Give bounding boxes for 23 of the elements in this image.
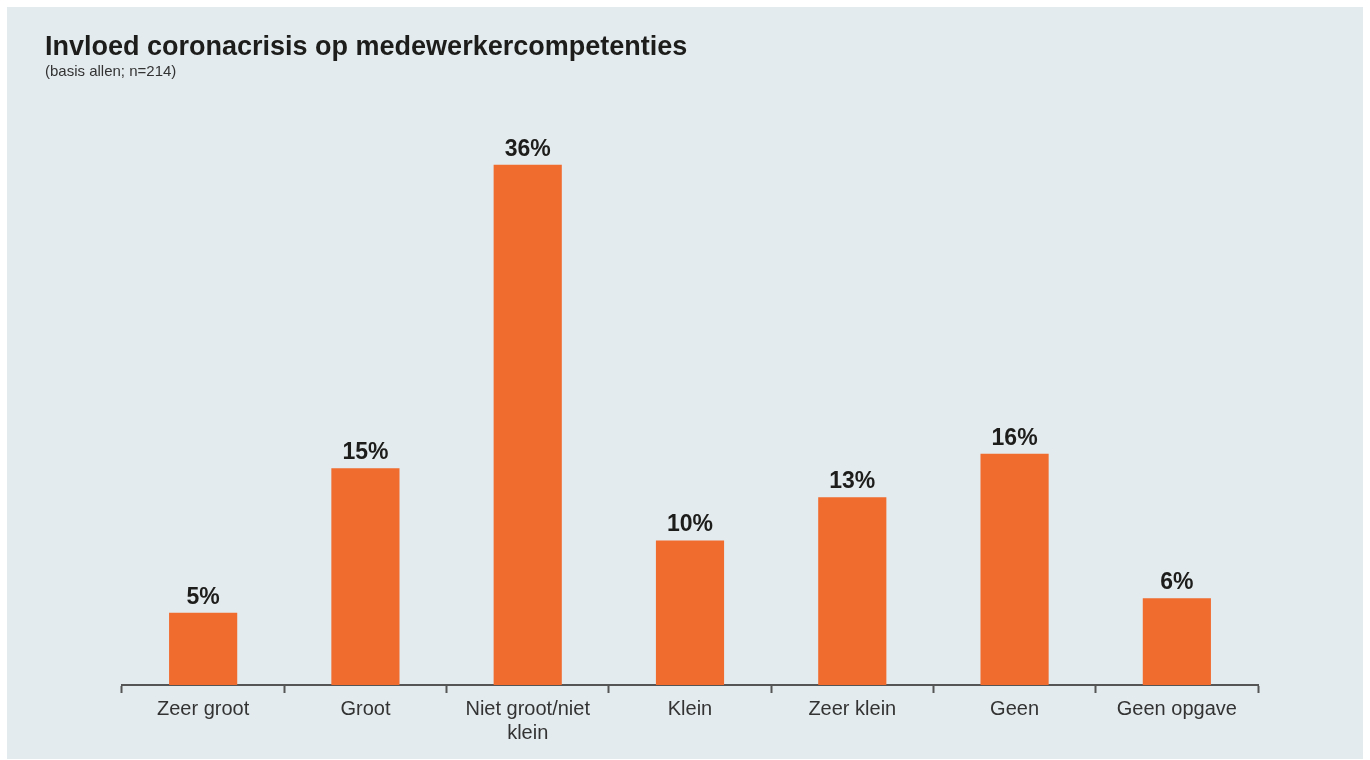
bar (980, 453, 1049, 685)
data-label: 16% (991, 423, 1038, 450)
bar (655, 540, 725, 685)
x-tick-label: Niet groot/niet klein (465, 696, 591, 743)
bar (1142, 598, 1211, 685)
chart-title: Invloed coronacrisis op medewerkercompetenties (45, 31, 688, 62)
x-tick-label: Geen opgave (1116, 696, 1237, 719)
x-tick-label: Zeer klein (808, 696, 897, 719)
x-tick-label: Groot (340, 696, 391, 719)
data-label: 10% (666, 510, 714, 537)
x-tick-label: Zeer groot (157, 696, 250, 719)
data-label: 6% (1160, 568, 1194, 595)
x-tick-label: Klein (667, 696, 713, 719)
data-label: 13% (829, 466, 876, 493)
data-label: 15% (342, 438, 389, 465)
x-tick-label: Geen (990, 696, 1040, 719)
data-label: 5% (186, 582, 220, 609)
bar (331, 468, 400, 685)
bar (169, 612, 238, 685)
bar (818, 497, 887, 685)
chart-subtitle: (basis allen; n=214) (45, 62, 177, 79)
data-label: 36% (504, 134, 551, 161)
bar (493, 164, 562, 685)
